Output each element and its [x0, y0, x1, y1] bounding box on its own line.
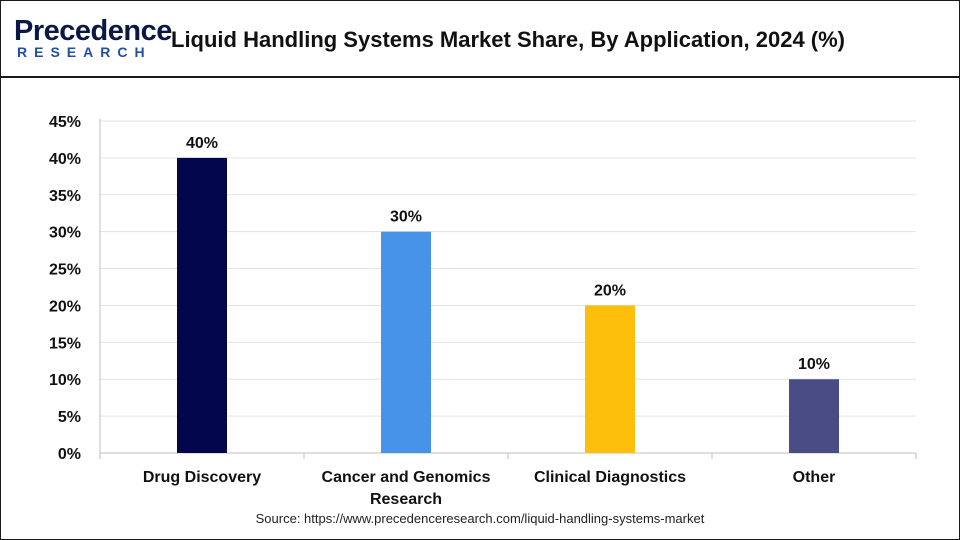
y-tick-label: 30%	[49, 225, 81, 242]
y-tick-label: 20%	[49, 298, 81, 315]
data-label: 10%	[798, 356, 830, 373]
y-tick-label: 35%	[49, 188, 81, 205]
x-category-label: Other	[793, 469, 836, 486]
y-tick-label: 40%	[49, 151, 81, 168]
x-category-label: Drug Discovery	[143, 469, 261, 486]
logo-subtext: RESEARCH	[17, 44, 152, 60]
logo-text: Precedence	[14, 15, 172, 47]
y-tick-label: 15%	[49, 335, 81, 352]
data-label: 20%	[594, 282, 626, 299]
brand-logo: Precedence RESEARCH	[14, 16, 172, 66]
bar	[381, 231, 431, 453]
y-tick-label: 0%	[58, 446, 81, 463]
data-label: 30%	[390, 209, 422, 226]
bar	[585, 305, 635, 453]
y-tick-label: 10%	[49, 372, 81, 389]
bar	[789, 379, 839, 453]
y-tick-label: 25%	[49, 262, 81, 279]
header: Precedence RESEARCH Liquid Handling Syst…	[0, 0, 960, 78]
y-tick-label: 45%	[49, 114, 81, 131]
data-label: 40%	[186, 135, 218, 152]
source-note: Source: https://www.precedenceresearch.c…	[255, 511, 705, 526]
bar	[177, 157, 227, 453]
y-tick-label: 5%	[58, 409, 81, 426]
chart-title: Liquid Handling Systems Market Share, By…	[171, 27, 846, 52]
bar-chart: 0% 5% 10% 15% 20% 25% 30% 35% 40% 45% 40% Drug Disc…	[49, 114, 917, 508]
x-category-label: Clinical Diagnostics	[534, 469, 686, 486]
x-category-label: Cancer and Genomics Research	[322, 469, 491, 508]
